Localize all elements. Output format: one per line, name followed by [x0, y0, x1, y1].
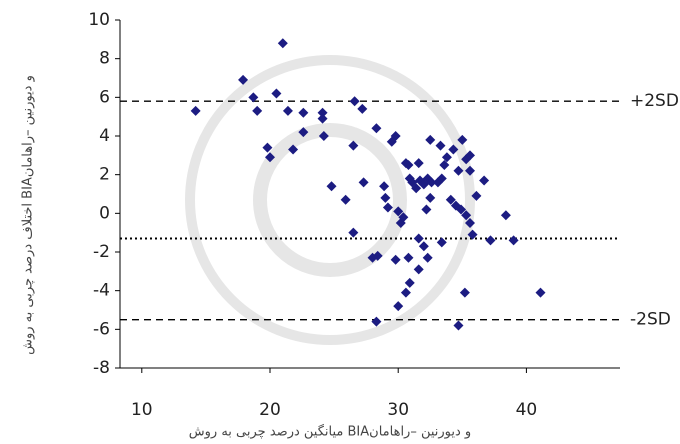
point	[460, 288, 470, 298]
reference-label: -2SD	[630, 310, 671, 330]
point	[425, 135, 435, 145]
x-tick-label: 10	[131, 400, 153, 420]
point	[348, 228, 358, 238]
point	[298, 108, 308, 118]
x-axis-label: میانگین درصد چربی به روش BIAو دیورنین –ر…	[189, 424, 471, 440]
point	[509, 235, 519, 245]
point	[371, 317, 381, 327]
y-tick-label: -2	[93, 242, 110, 262]
point	[421, 204, 431, 214]
point	[350, 96, 360, 106]
point	[371, 123, 381, 133]
point	[442, 152, 452, 162]
point	[436, 141, 446, 151]
point	[271, 88, 281, 98]
point	[419, 241, 429, 251]
x-tick-label: 20	[259, 400, 281, 420]
point	[318, 114, 328, 124]
point	[327, 181, 337, 191]
point	[414, 158, 424, 168]
chart: میانگین درصد چربی به روش BIAو دیورنین –ر…	[0, 0, 680, 444]
point	[423, 253, 433, 263]
point	[414, 264, 424, 274]
reference-label: +2SD	[630, 91, 679, 111]
point	[425, 193, 435, 203]
point	[191, 106, 201, 116]
point	[401, 288, 411, 298]
y-axis-label: اختلاف درصد چربی به روش BIAو دیورنین –را…	[21, 75, 36, 355]
point	[379, 181, 389, 191]
point	[252, 106, 262, 116]
y-tick-label: -6	[93, 319, 110, 339]
point	[403, 253, 413, 263]
point	[501, 210, 511, 220]
y-tick-label: 6	[99, 87, 110, 107]
point	[283, 106, 293, 116]
y-tick-label: 0	[99, 203, 110, 223]
point	[486, 235, 496, 245]
point	[414, 233, 424, 243]
y-tick-label: -4	[93, 281, 110, 301]
y-tick-label: 8	[99, 49, 110, 69]
point	[391, 255, 401, 265]
y-tick-label: 10	[88, 10, 110, 30]
y-tick-label: 4	[99, 126, 110, 146]
point	[359, 177, 369, 187]
point	[439, 160, 449, 170]
y-tick-label: 2	[99, 165, 110, 185]
point	[341, 195, 351, 205]
point	[383, 203, 393, 213]
y-tick-label: -8	[93, 358, 110, 378]
x-tick-label: 30	[387, 400, 409, 420]
point	[380, 193, 390, 203]
point	[278, 38, 288, 48]
point	[393, 301, 403, 311]
x-tick-label: 40	[516, 400, 538, 420]
point	[536, 288, 546, 298]
point	[357, 104, 367, 114]
point	[479, 175, 489, 185]
point	[453, 320, 463, 330]
point	[405, 278, 415, 288]
